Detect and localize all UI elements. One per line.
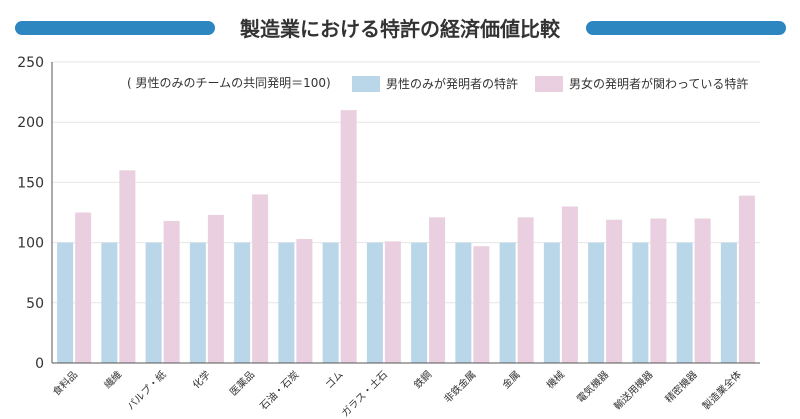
bar-series-0-4 xyxy=(234,242,251,363)
x-tick-label: 輸送用機器 xyxy=(611,368,656,413)
bar-series-0-11 xyxy=(543,242,560,363)
bar-series-0-6 xyxy=(322,242,339,363)
x-tick-label: 食料品 xyxy=(50,368,80,398)
bar-series-1-7 xyxy=(384,241,401,363)
bar-series-1-13 xyxy=(650,218,667,363)
bar-series-1-10 xyxy=(517,217,534,363)
bar-series-0-3 xyxy=(189,242,206,363)
y-axis-ticks: 0 50 100 150 200 250 xyxy=(17,55,44,372)
x-tick-label: 鉄鋼 xyxy=(411,368,434,391)
x-tick-label: 化学 xyxy=(190,368,213,391)
bar-series-1-12 xyxy=(606,219,623,363)
bar-series-0-15 xyxy=(720,242,737,363)
bar-series-0-14 xyxy=(676,242,693,363)
bar-series-0-2 xyxy=(145,242,162,363)
x-tick-label: 電気機器 xyxy=(574,368,611,405)
legend-label-series-1: 男女の発明者が関わっている特許 xyxy=(569,76,748,91)
chart-title: 製造業における特許の経済価値比較 xyxy=(240,17,561,41)
x-tick-label: パルプ・紙 xyxy=(124,368,169,413)
y-tick-label: 0 xyxy=(35,356,44,372)
bar-series-1-9 xyxy=(473,246,490,363)
chart-note: ( 男性のみのチームの共同発明＝100) xyxy=(127,76,331,90)
bar-series-1-14 xyxy=(694,218,711,363)
x-tick-label: 精密機器 xyxy=(662,368,699,405)
x-tick-label: 繊維 xyxy=(101,368,124,391)
bar-series-1-11 xyxy=(561,206,578,363)
y-tick-label: 50 xyxy=(26,296,44,312)
bar-series-0-10 xyxy=(499,242,516,363)
title-bar-right xyxy=(586,21,786,35)
y-tick-label: 100 xyxy=(17,236,44,252)
x-tick-label: 金属 xyxy=(499,368,522,391)
bar-series-0-5 xyxy=(278,242,295,363)
x-tick-label: 製造業全体 xyxy=(699,368,744,413)
y-tick-label: 150 xyxy=(17,175,44,191)
x-tick-label: ゴム xyxy=(322,368,345,391)
bar-series-1-8 xyxy=(429,217,446,363)
bar-series-0-12 xyxy=(588,242,605,363)
bar-series-1-5 xyxy=(296,238,313,363)
x-tick-label: 医薬品 xyxy=(228,369,258,399)
bar-series-1-15 xyxy=(738,195,755,363)
bar-series-0-1 xyxy=(101,242,118,363)
x-tick-label: 機械 xyxy=(544,368,567,391)
bar-series-0-0 xyxy=(57,242,74,363)
x-tick-label: 非鉄金属 xyxy=(441,368,478,405)
y-tick-label: 250 xyxy=(17,55,44,71)
bar-series-1-1 xyxy=(119,170,136,363)
bar-series-0-9 xyxy=(455,242,472,363)
bar-series-1-6 xyxy=(340,110,357,363)
legend-swatch-series-1 xyxy=(535,76,563,92)
bar-series-0-7 xyxy=(366,242,383,363)
bar-series-1-2 xyxy=(163,220,180,363)
y-tick-label: 200 xyxy=(17,115,44,131)
bar-series-0-8 xyxy=(411,242,428,363)
bar-series-1-3 xyxy=(207,214,224,363)
legend-label-series-0: 男性のみが発明者の特許 xyxy=(386,76,518,91)
legend-swatch-series-0 xyxy=(352,76,380,92)
bar-series-0-13 xyxy=(632,242,649,363)
bars xyxy=(57,110,755,363)
x-tick-label: 石油・石炭 xyxy=(257,368,302,413)
bar-series-1-4 xyxy=(252,194,269,363)
x-tick-label: ガラス・土石 xyxy=(339,368,390,419)
bar-series-1-0 xyxy=(75,212,92,363)
title-bar-left xyxy=(15,21,215,35)
